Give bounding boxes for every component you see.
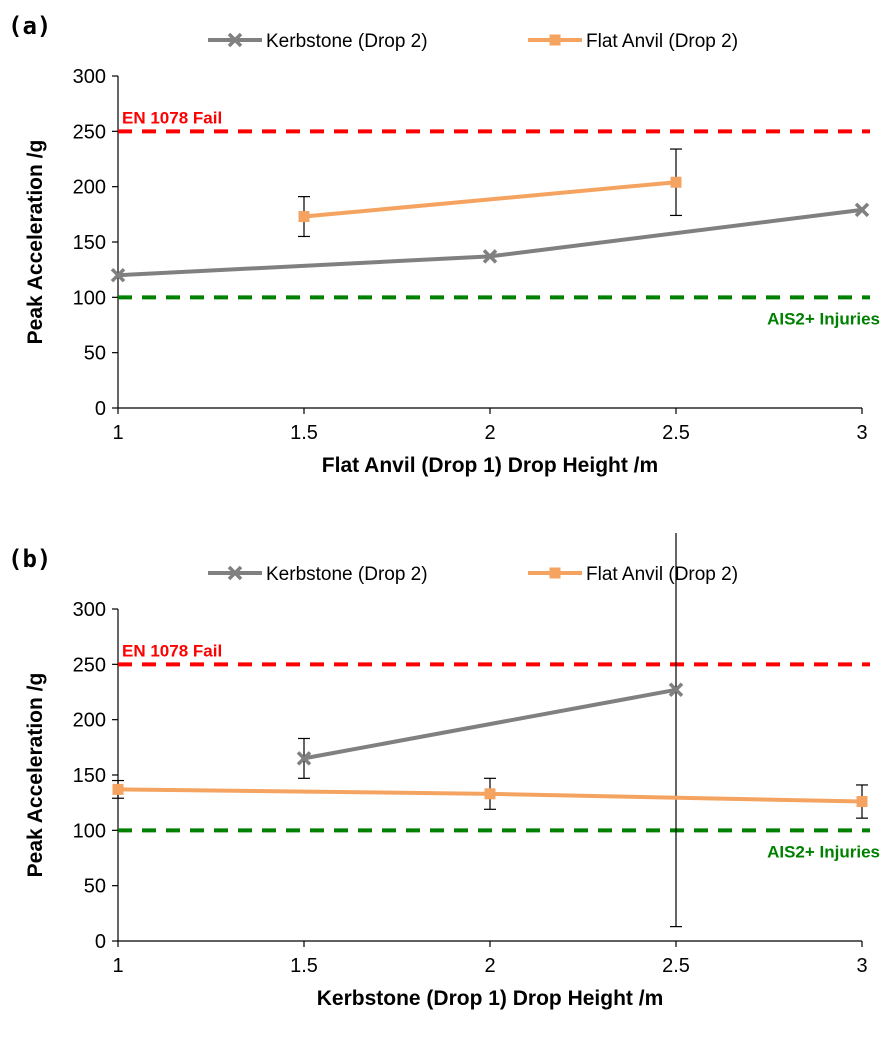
chart-b-y-tick-label-4: 200 <box>73 710 106 732</box>
chart-a-panel-label: (a) <box>8 12 51 40</box>
chart-b-series-0-point-1-stroke-2 <box>668 682 684 698</box>
chart-a-series-0-point-0-stroke-2 <box>110 267 126 283</box>
chart-a-series-1-point-1 <box>670 176 682 188</box>
chart-a-legend-label-1: Flat Anvil (Drop 2) <box>586 31 738 52</box>
chart-a-legend-marker-0-stroke-2 <box>227 32 243 48</box>
chart-a-y-tick-label-3: 150 <box>73 232 106 254</box>
chart-b-legend-label-1: Flat Anvil (Drop 2) <box>586 564 738 585</box>
chart-a-y-tick-label-0: 0 <box>95 398 106 420</box>
chart-a-y-tick-label-1: 50 <box>84 343 106 365</box>
chart-b-x-tick-label-1: 1.5 <box>290 955 318 977</box>
chart-a-ref-label-0: EN 1078 Fail <box>122 108 222 127</box>
chart-b-x-tick-label-4: 3 <box>856 955 867 977</box>
chart-a-y-axis-title: Peak Acceleration /g <box>24 140 47 345</box>
chart-a-series-0-point-2 <box>854 202 870 218</box>
chart-b-y-tick-label-2: 100 <box>73 820 106 842</box>
chart-a-x-tick-label-2: 2 <box>484 422 495 444</box>
chart-b-series-line-0 <box>303 687 677 761</box>
chart-b-svg: (b) Kerbstone (Drop 2) Flat Anvil (Drop 2)… <box>8 533 880 1010</box>
chart-b-x-tick-label-3: 2.5 <box>662 955 690 977</box>
chart-a-y-tick-label-5: 250 <box>73 121 106 143</box>
chart-a-legend-marker-0 <box>227 32 243 48</box>
chart-a-series-0-point-0 <box>110 267 126 283</box>
chart-a-series-0-point-1-stroke-2 <box>482 249 498 264</box>
chart-panel-a: (a) Kerbstone (Drop 2) Flat Anvil (Drop 2)… <box>0 0 884 511</box>
chart-b-series-1-point-0 <box>112 783 124 795</box>
chart-b-series-0-point-1 <box>668 682 684 698</box>
chart-b-legend-marker-0 <box>227 565 243 581</box>
chart-b-y-tick-label-5: 250 <box>73 654 106 676</box>
chart-b-ref-label-1: AIS2+ Injuries <box>767 842 880 861</box>
chart-a-svg: (a) Kerbstone (Drop 2) Flat Anvil (Drop 2)… <box>8 12 880 477</box>
chart-b-legend: Kerbstone (Drop 2) Flat Anvil (Drop 2) <box>208 564 738 585</box>
chart-a-legend-label-0: Kerbstone (Drop 2) <box>266 31 428 52</box>
chart-b-series-1-point-2 <box>856 796 868 808</box>
chart-a-x-tick-label-4: 3 <box>856 422 867 444</box>
chart-b-y-tick-label-1: 50 <box>84 876 106 898</box>
chart-a-x-tick-label-1: 1.5 <box>290 422 318 444</box>
chart-a-y-tick-label-6: 300 <box>73 66 106 88</box>
chart-b-y-tick-label-3: 150 <box>73 765 106 787</box>
chart-b-x-axis-title: Kerbstone (Drop 1) Drop Height /m <box>317 987 664 1010</box>
chart-b-legend-label-0: Kerbstone (Drop 2) <box>266 564 428 585</box>
chart-b-y-tick-label-0: 0 <box>95 931 106 953</box>
chart-b-legend-marker-0-stroke-2 <box>227 565 243 581</box>
chart-b-x-tick-label-0: 1 <box>112 955 123 977</box>
chart-a-legend: Kerbstone (Drop 2) Flat Anvil (Drop 2) <box>208 31 738 52</box>
chart-a-series-line-0 <box>117 207 863 278</box>
chart-b-x-tick-label-2: 2 <box>484 955 495 977</box>
chart-a-y-tick-label-2: 100 <box>73 287 106 309</box>
chart-b-panel-label: (b) <box>8 545 51 573</box>
chart-a-series-0-point-2-stroke-2 <box>854 202 870 218</box>
chart-a-x-tick-label-0: 1 <box>112 422 123 444</box>
chart-a-legend-marker-1 <box>549 34 561 46</box>
chart-a-ref-label-1: AIS2+ Injuries <box>767 309 880 328</box>
chart-b-y-tick-label-6: 300 <box>73 599 106 621</box>
chart-b-series-0-point-0 <box>296 751 312 766</box>
chart-a-series-0-point-1 <box>482 249 498 264</box>
chart-b-series-0-point-0-stroke-2 <box>296 751 312 766</box>
chart-panel-b: (b) Kerbstone (Drop 2) Flat Anvil (Drop 2)… <box>0 533 884 1044</box>
chart-a-x-axis-title: Flat Anvil (Drop 1) Drop Height /m <box>322 454 658 477</box>
chart-b-series-1-point-1 <box>484 788 496 800</box>
chart-b-y-axis-title: Peak Acceleration /g <box>24 673 47 878</box>
chart-a-x-tick-label-3: 2.5 <box>662 422 690 444</box>
chart-a-series-1-point-0 <box>298 211 310 223</box>
chart-b-legend-marker-1 <box>549 567 561 579</box>
chart-a-y-tick-label-4: 200 <box>73 177 106 199</box>
chart-a-series-line-1 <box>303 180 677 219</box>
chart-b-ref-label-0: EN 1078 Fail <box>122 641 222 660</box>
